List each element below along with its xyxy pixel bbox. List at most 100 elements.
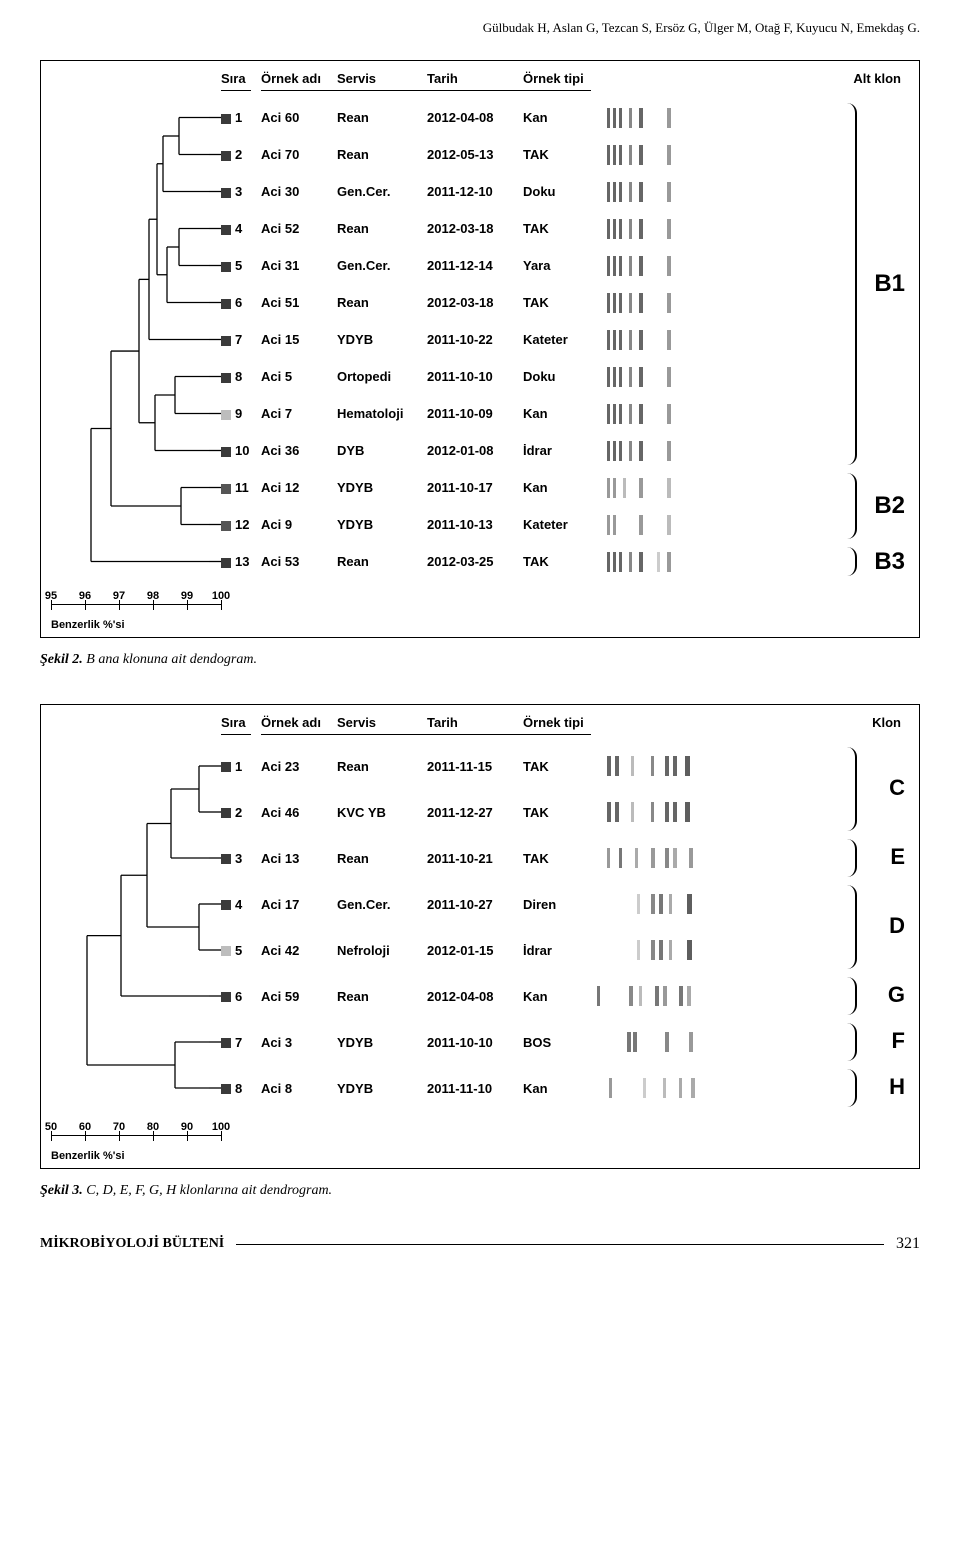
gel-band [619,848,622,868]
cell-tarih: 2012-01-15 [427,943,523,958]
cell-ornek: Aci 31 [261,258,337,273]
cell-tipi: TAK [523,221,593,236]
cell-tarih: 2011-10-22 [427,332,523,347]
cell-tarih: 2011-12-10 [427,184,523,199]
gel-band [659,940,663,960]
figure2-caption-bold: Şekil 2. [40,652,83,667]
cell-ornek: Aci 12 [261,480,337,495]
color-square-icon [221,992,231,1002]
color-square-icon [221,447,231,457]
cell-tipi: Kateter [523,517,593,532]
cell-servis: YDYB [337,1081,427,1096]
color-square-icon [221,521,231,531]
cell-gel [593,477,777,499]
cell-tipi: Kateter [523,332,593,347]
table-row: 13 Aci 53 Rean 2012-03-25 TAK [221,543,907,580]
hdr-sira: Sıra [221,715,261,730]
gel-band [667,182,671,202]
cell-ornek: Aci 51 [261,295,337,310]
gel-band [613,182,616,202]
gel-band [619,441,622,461]
gel-band [639,986,642,1006]
cell-tarih: 2011-10-10 [427,369,523,384]
cell-servis: YDYB [337,517,427,532]
cell-sira: 2 [221,147,261,162]
cell-sira: 5 [221,258,261,273]
gel-band [639,404,643,424]
color-square-icon [221,854,231,864]
table-row: 4 Aci 17 Gen.Cer. 2011-10-27 Diren [221,881,907,927]
hdr-tipi: Örnek tipi [523,71,593,86]
figure3-caption-bold: Şekil 3. [40,1183,83,1198]
gel-band [607,330,610,350]
scale-caption: Benzerlik %'si [51,619,221,631]
cell-tipi: İdrar [523,443,593,458]
cell-ornek: Aci 9 [261,517,337,532]
clone-label: F [892,1028,905,1054]
gel-band [663,1078,666,1098]
gel-band [639,330,643,350]
gel-band [669,940,672,960]
gel-band [635,848,638,868]
gel-band [637,940,640,960]
cell-servis: YDYB [337,332,427,347]
gel-band [667,108,671,128]
cell-tarih: 2012-03-18 [427,295,523,310]
gel-band [651,848,655,868]
color-square-icon [221,762,231,772]
gel-band [663,986,667,1006]
cell-sira: 6 [221,295,261,310]
cell-gel [593,893,777,915]
cell-ornek: Aci 15 [261,332,337,347]
gel-band [655,986,659,1006]
gel-band [639,515,643,535]
gel-band [639,182,643,202]
cell-servis: Gen.Cer. [337,184,427,199]
color-square-icon [221,373,231,383]
color-square-icon [221,114,231,124]
similarity-scale: 5060708090100 Benzerlik %'si [51,1121,221,1162]
gel-band [607,441,610,461]
cell-gel [593,218,777,240]
gel-band [667,256,671,276]
authors-line: Gülbudak H, Aslan G, Tezcan S, Ersöz G, … [40,20,920,36]
gel-band [689,1032,693,1052]
gel-lane [593,292,763,314]
cell-ornek: Aci 13 [261,851,337,866]
gel-band [651,894,655,914]
dendrogram-tree [51,99,221,580]
hdr-klon: Alt klon [777,71,907,86]
gel-band [673,848,677,868]
cell-ornek: Aci 59 [261,989,337,1004]
cell-servis: Gen.Cer. [337,897,427,912]
cell-tarih: 2011-10-09 [427,406,523,421]
gel-band [619,293,622,313]
gel-band [629,330,632,350]
table-row: 6 Aci 51 Rean 2012-03-18 TAK [221,284,907,321]
clone-label: B1 [874,270,905,298]
table-row: 1 Aci 23 Rean 2011-11-15 TAK [221,743,907,789]
gel-band [623,478,626,498]
cell-servis: YDYB [337,480,427,495]
cell-ornek: Aci 23 [261,759,337,774]
color-square-icon [221,336,231,346]
table-row: 6 Aci 59 Rean 2012-04-08 Kan [221,973,907,1019]
cell-servis: Hematoloji [337,406,427,421]
cell-sira: 6 [221,989,261,1004]
cell-gel [593,755,777,777]
cell-sira: 13 [221,554,261,569]
figure3-caption-rest: C, D, E, F, G, H klonlarına ait dendrogr… [83,1183,332,1198]
cell-sira: 10 [221,443,261,458]
gel-lane [593,107,763,129]
figure3-caption: Şekil 3. C, D, E, F, G, H klonlarına ait… [40,1183,920,1199]
cell-tarih: 2011-10-10 [427,1035,523,1050]
table-row: 4 Aci 52 Rean 2012-03-18 TAK [221,210,907,247]
gel-band [607,367,610,387]
hdr-sira: Sıra [221,71,261,86]
gel-lane [593,218,763,240]
gel-band [613,478,616,498]
color-square-icon [221,299,231,309]
cell-tipi: Kan [523,480,593,495]
figure3-box: Sıra Örnek adı Servis Tarih Örnek tipi K… [40,704,920,1169]
cell-tipi: TAK [523,851,593,866]
